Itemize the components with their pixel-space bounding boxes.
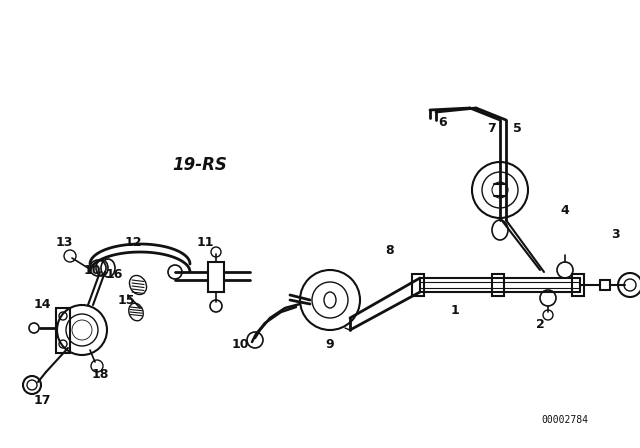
- Text: 18: 18: [92, 369, 109, 382]
- Bar: [208, 262, 224, 292]
- Text: 1: 1: [451, 303, 460, 316]
- Bar: [572, 274, 584, 296]
- Bar: [412, 274, 424, 296]
- Text: 3: 3: [611, 228, 620, 241]
- Text: 13: 13: [55, 237, 73, 250]
- Text: 10: 10: [83, 263, 100, 276]
- Text: 16: 16: [106, 268, 123, 281]
- Text: 17: 17: [33, 393, 51, 406]
- Text: 5: 5: [513, 121, 522, 134]
- Text: 9: 9: [326, 339, 334, 352]
- Text: 4: 4: [561, 203, 570, 216]
- Text: 00002784: 00002784: [541, 415, 589, 425]
- Bar: [492, 274, 504, 296]
- Text: 19-RS: 19-RS: [173, 156, 227, 174]
- Text: 12: 12: [124, 237, 141, 250]
- Text: 14: 14: [33, 298, 51, 311]
- Text: 2: 2: [536, 319, 545, 332]
- Bar: [56, 308, 70, 353]
- Text: 11: 11: [196, 237, 214, 250]
- Text: 6: 6: [438, 116, 447, 129]
- Text: 7: 7: [488, 121, 497, 134]
- Text: 8: 8: [386, 244, 394, 257]
- Text: 10: 10: [231, 339, 249, 352]
- Text: 15: 15: [117, 293, 135, 306]
